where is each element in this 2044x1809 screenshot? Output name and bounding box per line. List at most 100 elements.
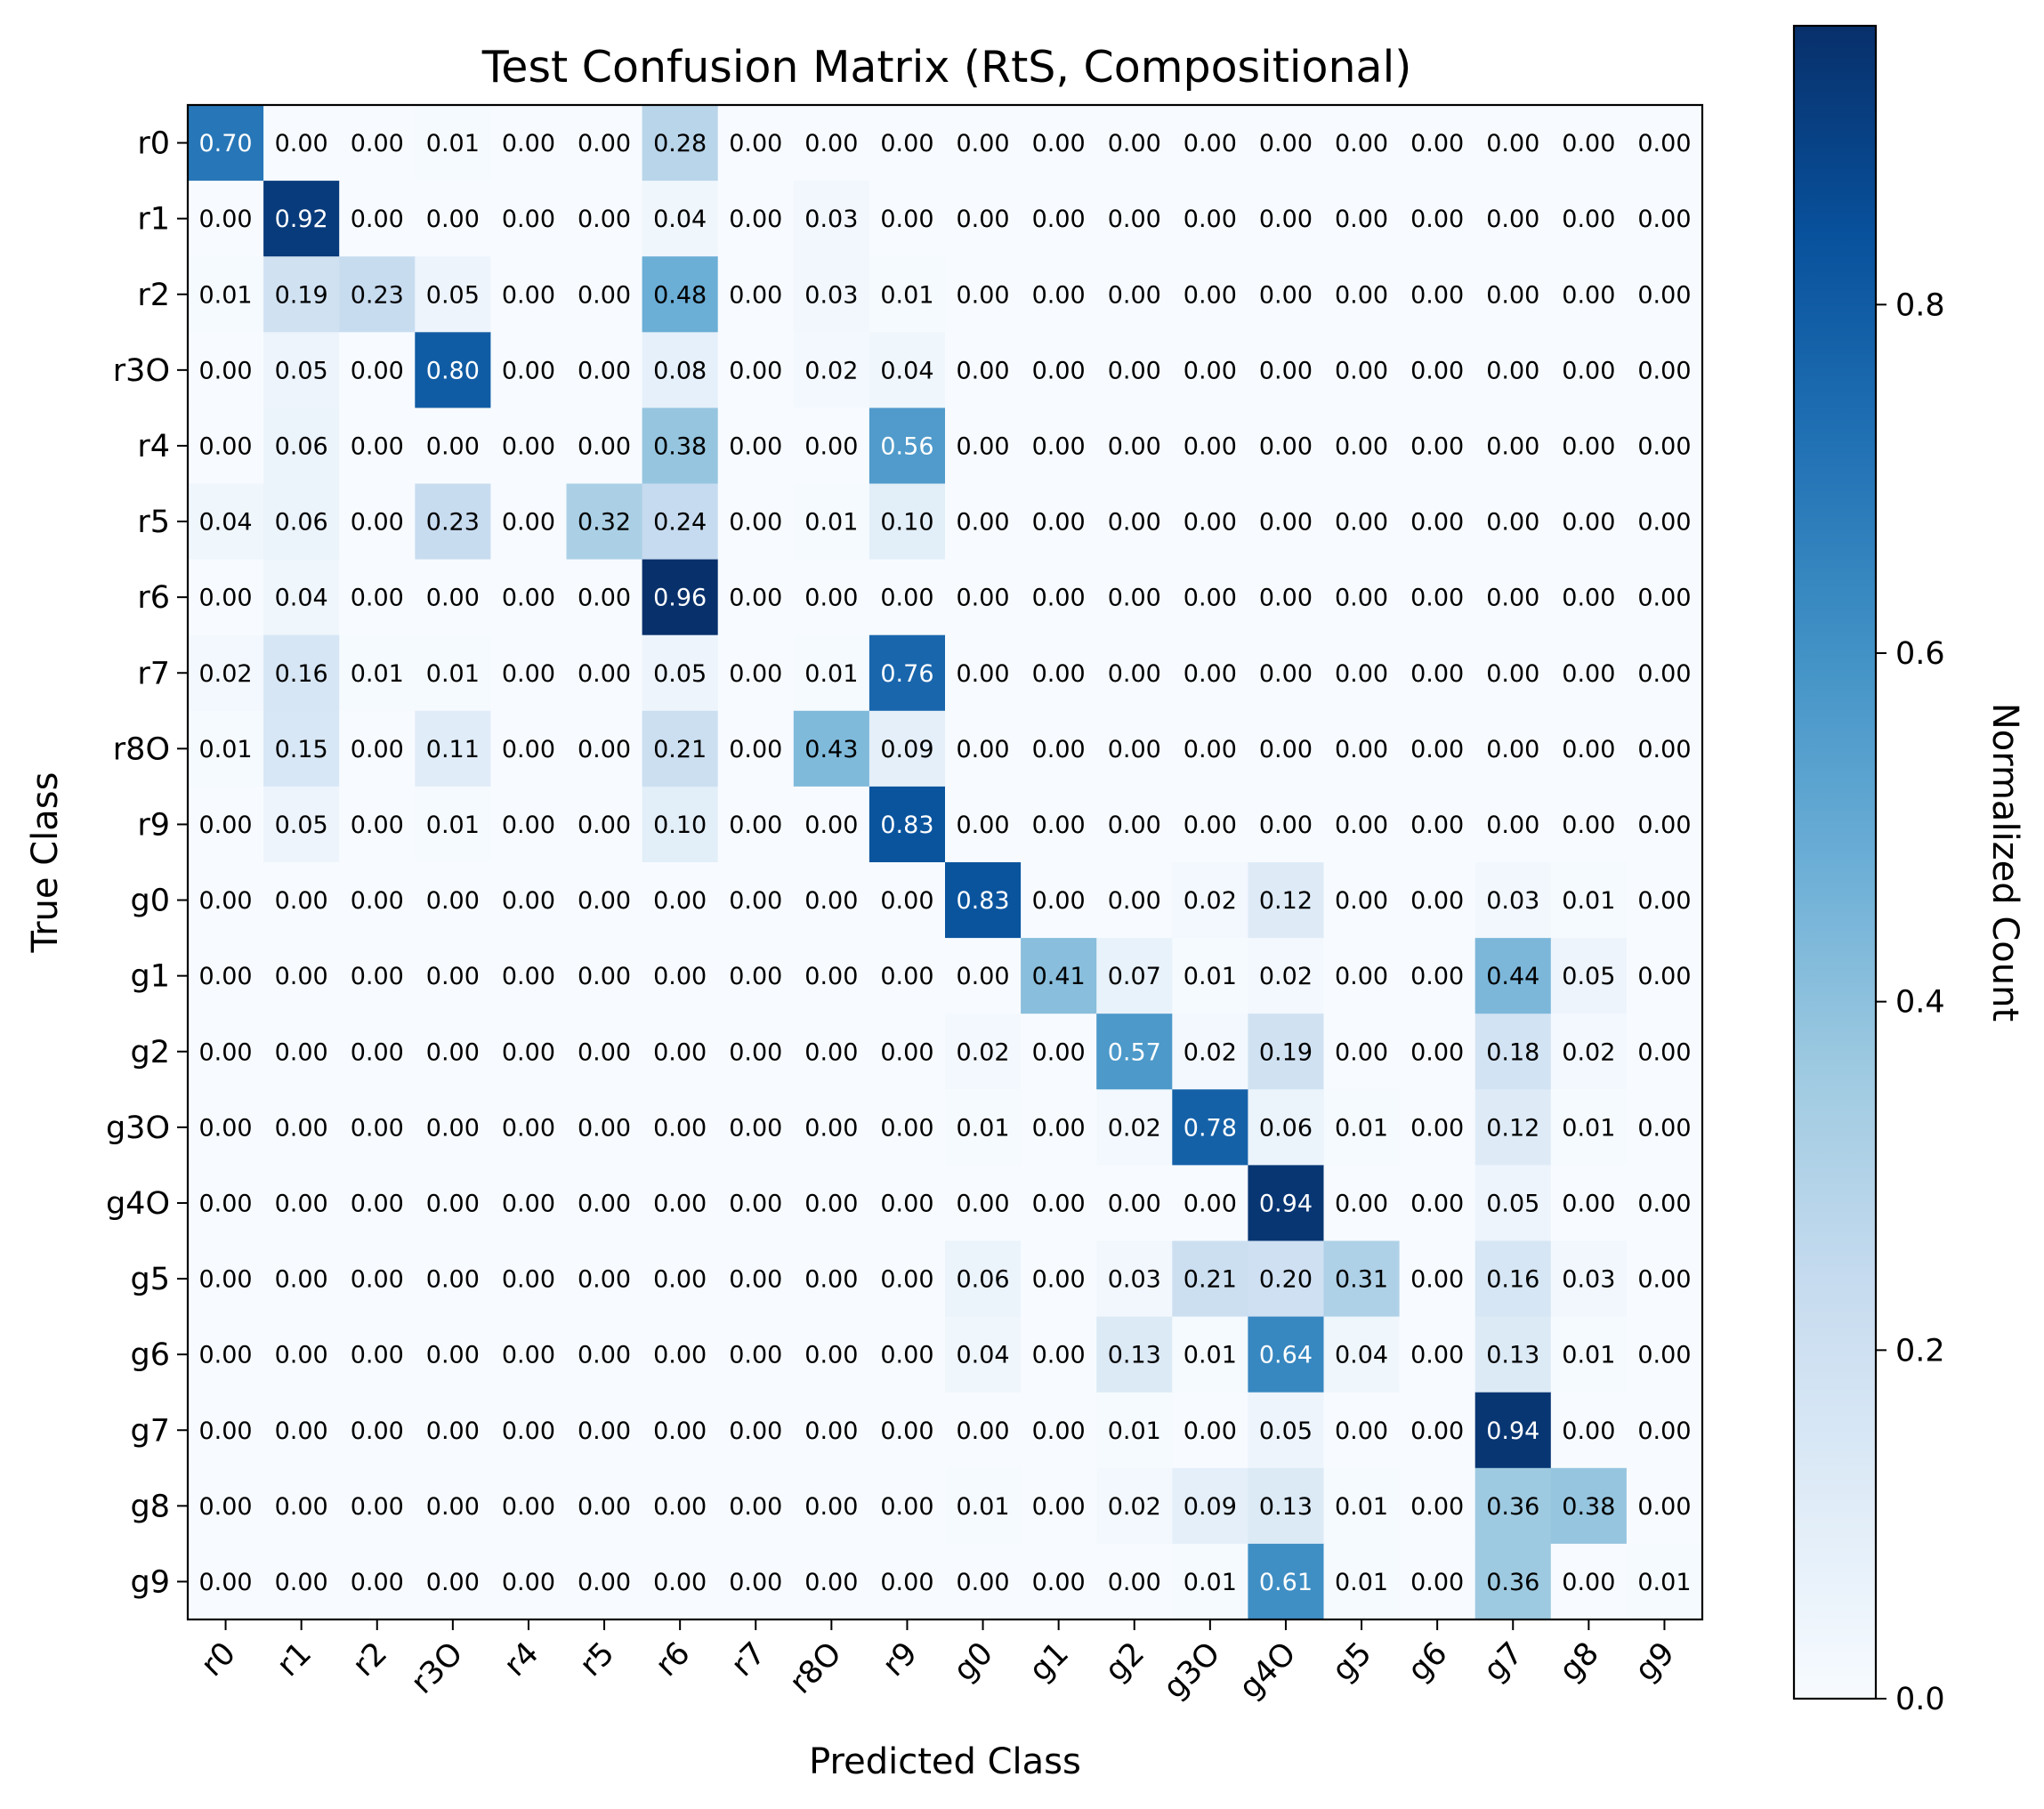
heatmap-cell (642, 862, 719, 939)
cell-value-label: 0.00 (1637, 1038, 1691, 1066)
cell-value-label: 0.00 (729, 1342, 782, 1369)
cell-value-label: 0.08 (653, 357, 707, 384)
cell-value-label: 0.00 (198, 963, 252, 990)
cell-value-label: 0.00 (1562, 1569, 1615, 1596)
heatmap-cell (1096, 559, 1173, 636)
heatmap-cell (1248, 1316, 1325, 1393)
y-axis-label: True Class (25, 772, 66, 954)
cell-value-label: 0.00 (1335, 509, 1388, 537)
heatmap-cell (415, 483, 491, 561)
heatmap-cell (1096, 181, 1173, 257)
heatmap-cell (642, 1089, 719, 1166)
cell-value-label: 0.03 (1486, 887, 1539, 915)
heatmap-cell (1626, 786, 1703, 863)
heatmap-cell (1021, 1240, 1097, 1318)
heatmap-cell (1096, 105, 1173, 182)
cell-value-label: 0.00 (653, 1266, 707, 1294)
cell-value-label: 0.96 (653, 585, 707, 612)
cell-value-label: 0.00 (426, 432, 480, 460)
heatmap-cell (188, 559, 264, 636)
cell-value-label: 0.00 (1108, 432, 1161, 460)
cell-value-label: 0.00 (880, 1114, 933, 1142)
cell-value-label: 0.00 (502, 736, 555, 763)
cell-value-label: 0.00 (729, 1493, 782, 1521)
heatmap-cell (1248, 332, 1325, 408)
cell-value-label: 0.00 (1637, 1342, 1691, 1369)
cell-value-label: 0.00 (1108, 130, 1161, 157)
heatmap-cell (415, 332, 491, 408)
cell-value-label: 0.00 (1410, 963, 1464, 990)
heatmap-cell (1323, 256, 1401, 333)
heatmap-cell (1096, 862, 1173, 939)
heatmap-cell (1172, 1392, 1248, 1469)
heatmap-cell (717, 710, 795, 787)
cell-value-label: 0.00 (1184, 660, 1237, 688)
cell-value-label: 0.00 (1032, 130, 1086, 157)
heatmap-cell (490, 786, 568, 863)
cell-value-label: 0.00 (351, 1417, 404, 1445)
cell-value-label: 0.00 (729, 887, 782, 915)
y-tick-label: g8 (131, 1489, 171, 1524)
cell-value-label: 0.00 (1486, 206, 1539, 233)
heatmap-cell (339, 634, 416, 712)
heatmap-cell (1323, 181, 1401, 257)
heatmap-cell (1172, 256, 1248, 333)
heatmap-cell (490, 483, 568, 561)
cell-value-label: 0.01 (1335, 1114, 1388, 1142)
heatmap-cell (717, 862, 795, 939)
heatmap-cell (945, 862, 1022, 939)
cell-value-label: 0.00 (956, 1190, 1009, 1217)
heatmap-cell (945, 1014, 1022, 1090)
cell-value-label: 0.38 (653, 432, 707, 460)
heatmap-cell (1323, 1467, 1401, 1545)
cell-value-label: 0.00 (1486, 357, 1539, 384)
cell-value-label: 0.00 (198, 1417, 252, 1445)
cell-value-label: 0.00 (426, 206, 480, 233)
heatmap-cell (945, 710, 1022, 787)
heatmap-cell (263, 181, 340, 257)
heatmap-cell (1323, 1543, 1401, 1620)
heatmap-cell (1474, 408, 1552, 485)
cell-value-label: 0.00 (956, 432, 1009, 460)
heatmap-cell (1626, 1240, 1703, 1318)
y-tick-label: g2 (131, 1035, 171, 1070)
cell-value-label: 0.00 (804, 1569, 858, 1596)
heatmap-cell (1096, 634, 1173, 712)
heatmap-cell (188, 1467, 264, 1545)
heatmap-cell (566, 1240, 643, 1318)
y-tick-label: r8O (113, 731, 170, 767)
heatmap-cell-labels: 0.70 0.00 0.00 0.01 0.00 0.00 0.28 0.00 0.00 0.00… (198, 130, 1691, 1596)
heatmap-cell (868, 786, 946, 863)
heatmap-cell (339, 786, 416, 863)
cell-value-label: 0.00 (1410, 281, 1464, 309)
heatmap-cell (793, 786, 870, 863)
heatmap-cell (1248, 1467, 1325, 1545)
cell-value-label: 0.00 (1032, 357, 1086, 384)
heatmap-cell (1626, 559, 1703, 636)
cell-value-label: 0.00 (275, 1569, 328, 1596)
cell-value-label: 0.00 (275, 1342, 328, 1369)
heatmap-cell (717, 256, 795, 333)
cell-value-label: 0.00 (1032, 585, 1086, 612)
heatmap-cell (945, 1467, 1022, 1545)
cell-value-label: 0.02 (1259, 963, 1313, 990)
heatmap-cell (415, 1165, 491, 1242)
cell-value-label: 0.00 (880, 1038, 933, 1066)
cell-value-label: 0.00 (653, 1417, 707, 1445)
cell-value-label: 0.00 (502, 1569, 555, 1596)
heatmap-cell (188, 1089, 264, 1166)
heatmap-cell (339, 1165, 416, 1242)
heatmap-cell (566, 1316, 643, 1393)
cell-value-label: 0.56 (880, 432, 933, 460)
heatmap-cell (1172, 634, 1248, 712)
cell-value-label: 0.00 (729, 130, 782, 157)
heatmap-cell (868, 634, 946, 712)
heatmap-cell (945, 483, 1022, 561)
heatmap-cell (793, 1392, 870, 1469)
cell-value-label: 0.01 (198, 281, 252, 309)
cell-value-label: 0.00 (880, 963, 933, 990)
heatmap-cell (188, 181, 264, 257)
heatmap-cell (1474, 1240, 1552, 1318)
heatmap-cell (717, 559, 795, 636)
heatmap-cell (1096, 1165, 1173, 1242)
